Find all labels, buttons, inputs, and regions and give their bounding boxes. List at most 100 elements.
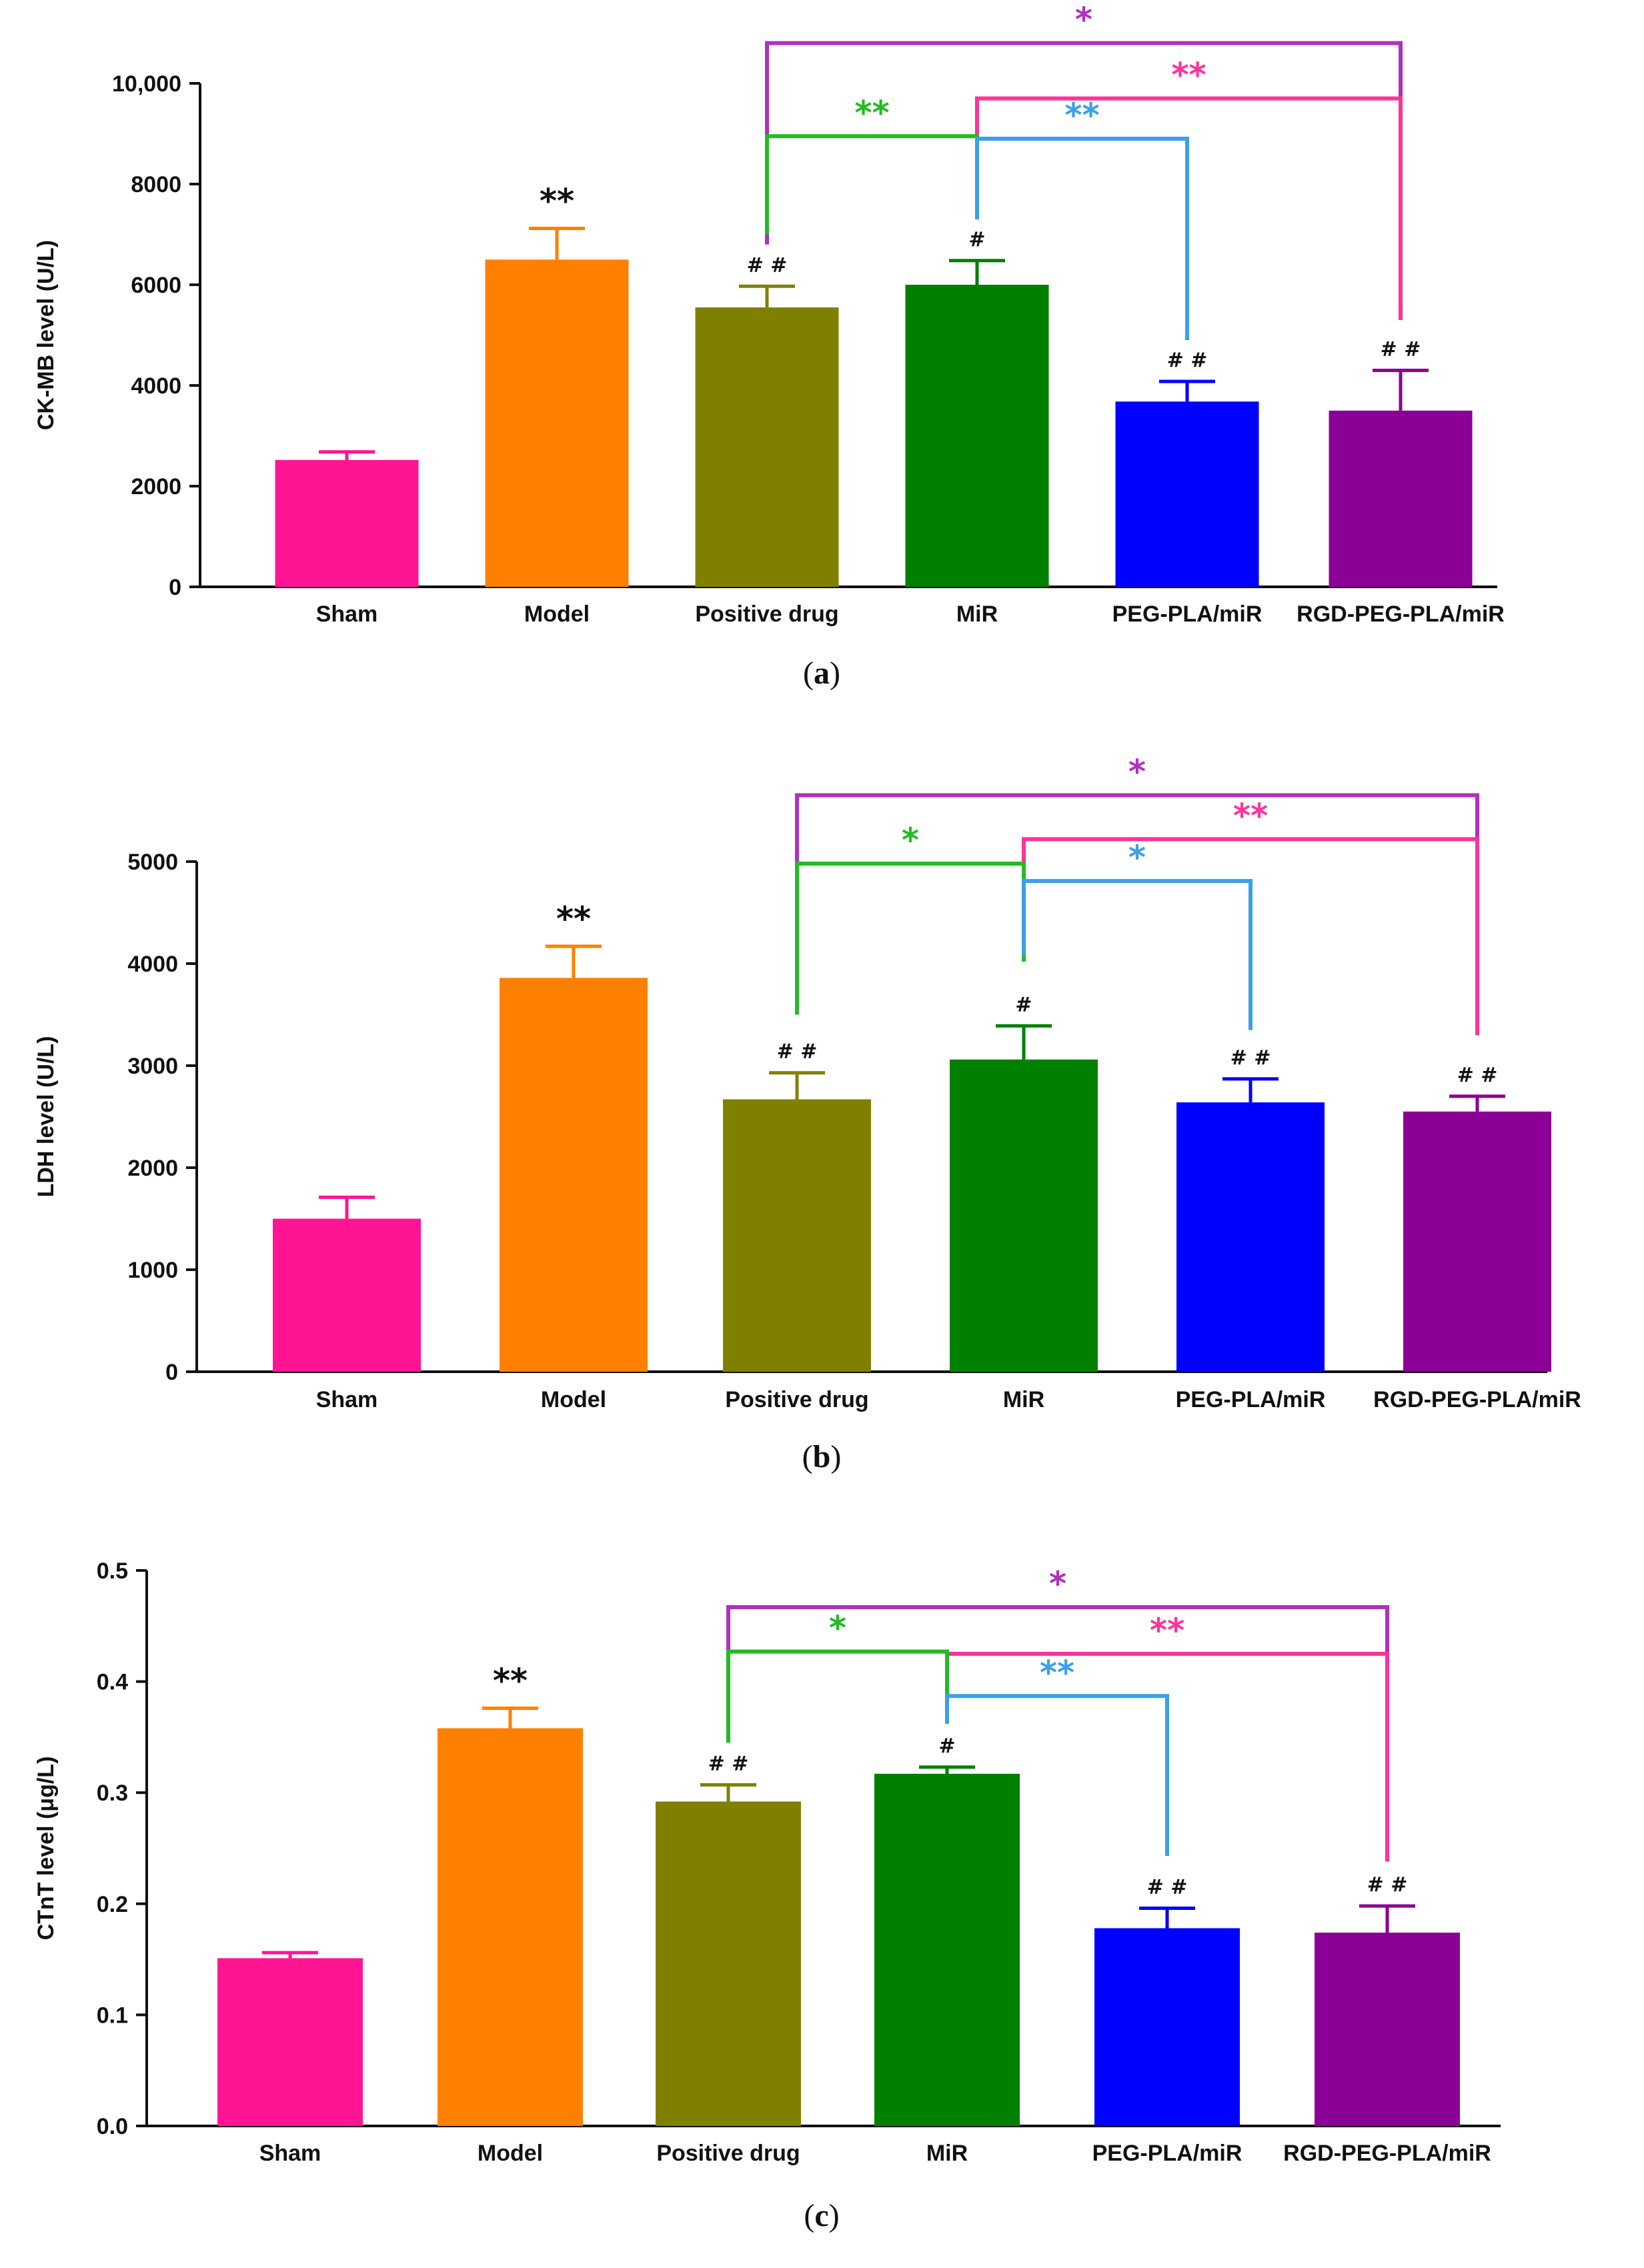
- y-tick-label: 4000: [131, 373, 181, 399]
- significance-star: **: [556, 900, 591, 938]
- bar-positive-drug: [656, 1801, 801, 2126]
- bar-mir: [905, 285, 1049, 587]
- significance-hash: # #: [747, 253, 788, 277]
- y-tick-label: 2000: [131, 474, 181, 499]
- y-tick-label: 0.5: [97, 1558, 128, 1584]
- bar-sham: [273, 1218, 421, 1372]
- category-label: RGD-PEG-PLA/miR: [1373, 1387, 1581, 1412]
- y-tick-label: 0: [165, 1360, 178, 1385]
- category-label: Model: [541, 1387, 606, 1412]
- y-tick-label: 3000: [127, 1054, 178, 1079]
- comparison-bracket: [795, 793, 1479, 1036]
- bracket-significance-label: **: [854, 93, 889, 132]
- significance-hash: # #: [1147, 1875, 1188, 1899]
- panel-caption: (b): [802, 1439, 842, 1474]
- y-axis-title: LDH level (U/L): [33, 1036, 59, 1198]
- panel-caption: (c): [804, 2198, 839, 2233]
- bar-peg-pla-mir: [1176, 1102, 1325, 1372]
- chart-panel-c: 0.0 0.1 0.2 0.3 0.4 0.5 CTnT level (μg/L) Sham M…: [33, 1558, 1501, 2233]
- category-label: PEG-PLA/miR: [1112, 602, 1263, 627]
- category-label: PEG-PLA/miR: [1176, 1387, 1326, 1412]
- category-label: MiR: [926, 2141, 968, 2166]
- bar-model: [438, 1728, 583, 2126]
- bar-model: [485, 259, 629, 587]
- y-tick-label: 0.0: [97, 2114, 128, 2139]
- y-axis-title: CK-MB level (U/L): [33, 240, 59, 430]
- comparison-bracket: [726, 1604, 1389, 1862]
- chart-panel-a: 0 2000 4000 6000 8000 10,000 CK-MB level (U/L)…: [33, 1, 1505, 691]
- y-tick-label: 0: [169, 575, 181, 600]
- category-label: MiR: [956, 602, 998, 627]
- category-label: MiR: [1003, 1387, 1044, 1412]
- significance-hash: # #: [1167, 349, 1208, 372]
- y-tick-label: 1000: [127, 1258, 178, 1283]
- y-tick-label: 10,000: [112, 71, 181, 97]
- bracket-significance-label: *: [902, 821, 919, 860]
- y-axis-title: CTnT level (μg/L): [33, 1757, 59, 1941]
- bar-peg-pla-mir: [1115, 401, 1259, 587]
- bracket-significance-label: *: [1049, 1564, 1066, 1603]
- significance-hash: # #: [708, 1753, 749, 1776]
- significance-hash: # #: [777, 1040, 818, 1064]
- comparison-bracket: [945, 1694, 1169, 1857]
- bar-mir: [950, 1059, 1098, 1372]
- y-tick-label: 5000: [127, 850, 178, 875]
- bar-rgd-peg-pla-mir: [1403, 1111, 1551, 1372]
- bar-model: [500, 978, 648, 1372]
- bar-mir: [874, 1773, 1020, 2126]
- bar-peg-pla-mir: [1094, 1928, 1240, 2126]
- category-label: Sham: [316, 602, 378, 627]
- bracket-significance-label: **: [1171, 56, 1206, 95]
- bracket-significance-label: *: [1128, 838, 1146, 877]
- comparison-bracket: [975, 137, 1189, 341]
- significance-star: **: [493, 1662, 528, 1700]
- bar-positive-drug: [695, 307, 839, 587]
- y-tick-label: 2000: [127, 1156, 178, 1181]
- bar-rgd-peg-pla-mir: [1315, 1933, 1460, 2126]
- category-label: Positive drug: [695, 602, 838, 627]
- bracket-significance-label: **: [1150, 1611, 1184, 1650]
- bar-sham: [275, 459, 419, 587]
- bracket-significance-label: **: [1064, 96, 1099, 135]
- chart-panel-b: 0 1000 2000 3000 4000 5000 LDH level (U/L) Sham…: [33, 753, 1581, 1474]
- category-label: Sham: [259, 2141, 321, 2166]
- category-label: PEG-PLA/miR: [1092, 2141, 1243, 2166]
- category-label: Positive drug: [725, 1387, 868, 1412]
- y-tick-label: 0.1: [97, 2003, 128, 2028]
- bar-sham: [217, 1958, 363, 2126]
- y-tick-label: 6000: [131, 273, 181, 298]
- significance-hash: # #: [1367, 1873, 1408, 1897]
- y-tick-label: 8000: [131, 172, 181, 197]
- significance-hash: # #: [1381, 337, 1421, 361]
- y-tick-label: 4000: [127, 952, 178, 977]
- category-label: RGD-PEG-PLA/miR: [1297, 602, 1505, 627]
- bar-rgd-peg-pla-mir: [1329, 410, 1473, 587]
- bar-positive-drug: [723, 1099, 871, 1372]
- comparison-bracket: [726, 1649, 949, 1743]
- comparison-bracket: [765, 41, 1403, 320]
- significance-hash: # #: [1457, 1064, 1498, 1087]
- significance-hash: #: [1015, 993, 1032, 1016]
- significance-hash: #: [938, 1735, 955, 1758]
- y-tick-label: 0.4: [97, 1670, 128, 1695]
- bracket-significance-label: *: [829, 1609, 846, 1648]
- category-label: Model: [524, 602, 590, 627]
- bracket-significance-label: **: [1040, 1653, 1074, 1692]
- y-tick-label: 0.2: [97, 1892, 128, 1917]
- panel-caption: (a): [803, 656, 840, 691]
- comparison-bracket: [765, 134, 979, 235]
- significance-hash: #: [968, 228, 985, 251]
- significance-star: **: [540, 181, 574, 220]
- category-label: Model: [478, 2141, 543, 2166]
- bracket-significance-label: *: [1075, 1, 1092, 39]
- y-tick-label: 0.3: [97, 1781, 128, 1806]
- category-label: RGD-PEG-PLA/miR: [1283, 2141, 1491, 2166]
- bracket-significance-label: *: [1128, 753, 1146, 792]
- significance-hash: # #: [1230, 1046, 1271, 1070]
- comparison-bracket: [795, 862, 1026, 1015]
- bracket-significance-label: **: [1233, 796, 1268, 835]
- category-label: Positive drug: [656, 2141, 800, 2166]
- category-label: Sham: [316, 1387, 378, 1412]
- comparison-bracket: [1022, 879, 1253, 1030]
